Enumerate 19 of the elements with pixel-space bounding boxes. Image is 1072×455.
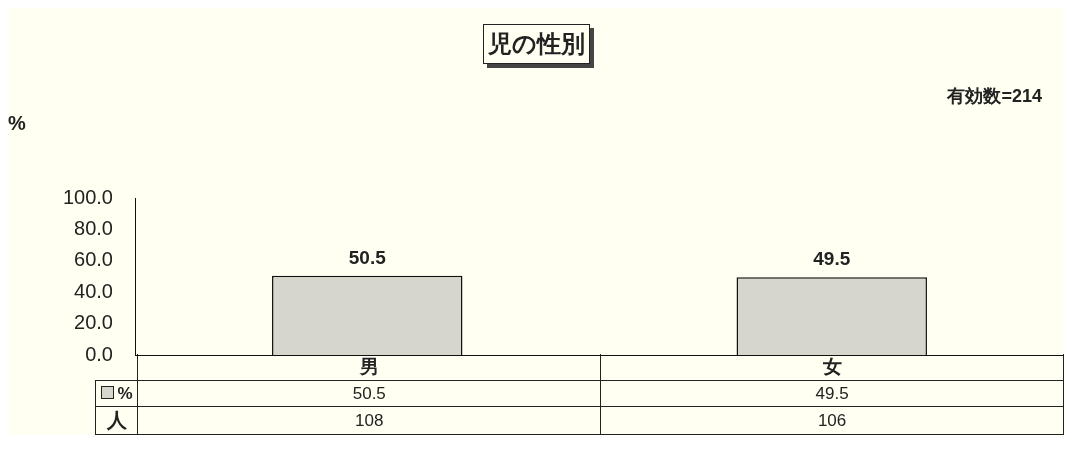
text: 106 [817, 410, 847, 430]
data-label: 50.5 [348, 246, 387, 268]
y-tick-label: 60.0 [74, 248, 113, 271]
y-tick-label: 100.0 [62, 185, 113, 208]
data-label: 49.5 [813, 248, 851, 270]
legend-label: % [95, 380, 138, 407]
text: 108 [355, 410, 384, 430]
y-tick-label: 40.0 [74, 279, 113, 302]
text: 50.5 [352, 383, 386, 403]
y-tick-label: 80.0 [74, 216, 113, 239]
text: 人 [106, 409, 127, 431]
y-tick-label: 20.0 [74, 311, 113, 334]
chart-title: 児の性別 [482, 24, 590, 64]
y-axis-title: % [8, 112, 26, 134]
x-tick-label: 男 [137, 354, 601, 381]
x-tick-label: 女 [600, 354, 1064, 381]
text: 有効数=214 [947, 85, 1042, 108]
text: 49.5 [815, 383, 849, 403]
y-tick-label: 0.0 [85, 342, 113, 365]
